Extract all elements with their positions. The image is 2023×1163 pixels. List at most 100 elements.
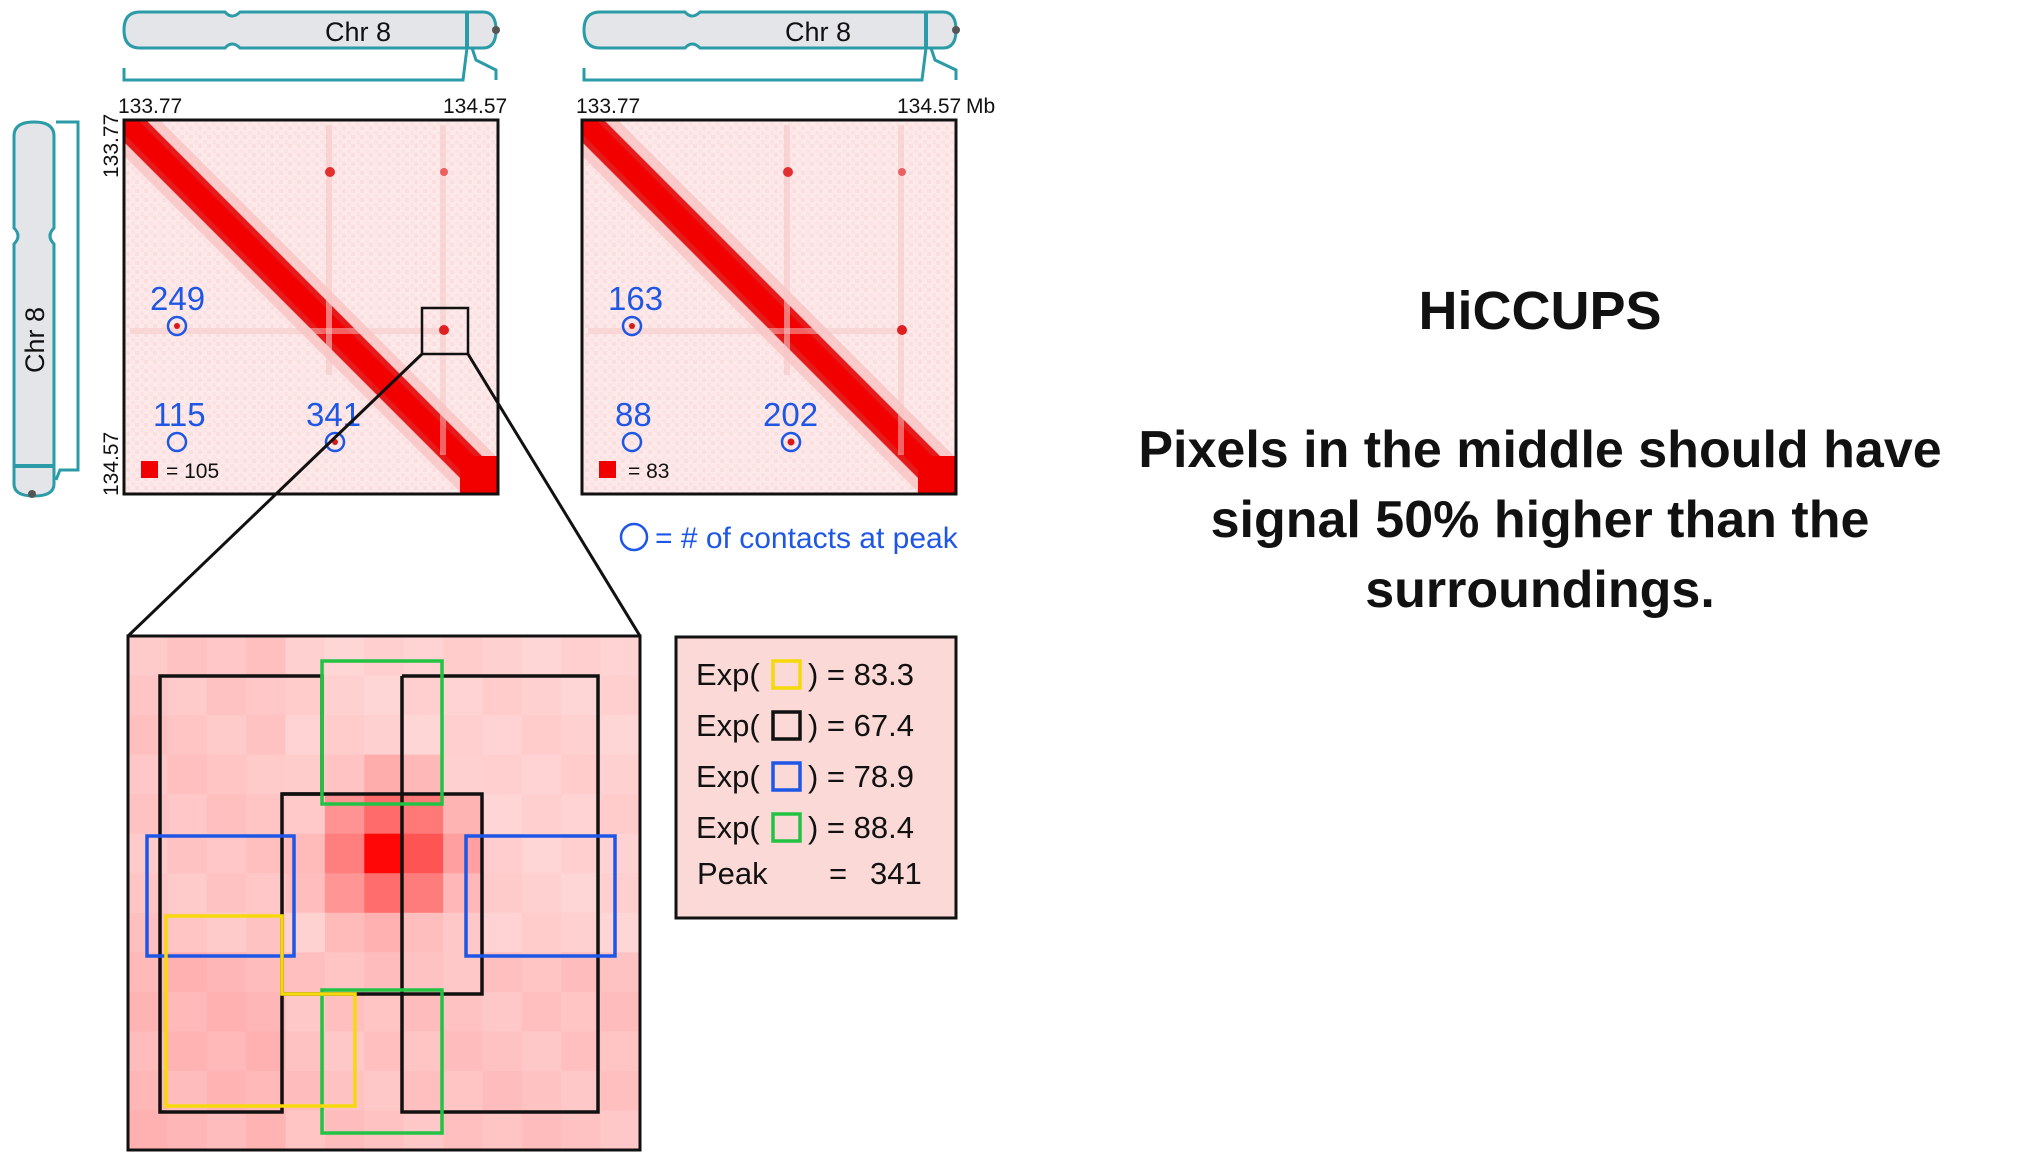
- zoom-cell: [482, 1110, 523, 1151]
- zoom-cell: [364, 715, 405, 756]
- right-peak-label-1: 163: [608, 280, 663, 317]
- zoom-cell: [206, 754, 247, 795]
- zoom-cell: [482, 715, 523, 756]
- circle-legend-text: = # of contacts at peak: [655, 522, 959, 555]
- left-contact-map: [122, 118, 500, 496]
- zoom-cell: [600, 675, 641, 716]
- zoom-cell: [403, 754, 444, 795]
- green-box-bottom: [320, 988, 444, 1135]
- zoom-cell: [167, 1070, 208, 1111]
- zoom-cell: [443, 675, 483, 716]
- legend-black-box: [771, 710, 802, 741]
- zoom-cell: [206, 1031, 247, 1072]
- zoom-cell: [600, 794, 641, 835]
- zoom-selection-box: [420, 306, 470, 356]
- zoom-cell: [167, 715, 208, 756]
- zoom-cell: [285, 675, 326, 716]
- zoom-cell: [364, 873, 405, 914]
- zoom-cell: [443, 833, 483, 874]
- zoom-cell: [521, 636, 562, 676]
- zoom-cell: [285, 1070, 326, 1111]
- zoom-cell: [324, 873, 365, 914]
- zoom-cell: [561, 675, 602, 716]
- zoom-cell: [285, 833, 326, 874]
- top-right-chromosome-label: Chr 8: [785, 17, 851, 47]
- zoom-cell: [521, 991, 562, 1032]
- zoom-cell: [246, 873, 287, 914]
- right-scale-value: = 83: [628, 460, 669, 483]
- right-contact-map: [580, 118, 958, 496]
- right-peak-circle-2: [621, 431, 643, 453]
- zoom-cell: [128, 1031, 168, 1072]
- zoom-cell: [561, 912, 602, 953]
- zoom-cell: [128, 675, 168, 716]
- zoom-cell: [521, 833, 562, 874]
- zoom-cell: [482, 912, 523, 953]
- left-peak-label-3: 341: [306, 396, 361, 433]
- zoom-cell: [403, 794, 444, 835]
- legend-peak-equals: =: [829, 856, 847, 891]
- zoom-cell: [364, 1031, 405, 1072]
- left-peak-circle-1: [166, 315, 188, 337]
- zoom-cell: [246, 991, 287, 1032]
- zoom-cell: [600, 912, 641, 953]
- zoom-cell: [364, 794, 405, 835]
- top-left-chromosome: Chr 8: [122, 10, 500, 82]
- zoom-cell: [600, 1031, 641, 1072]
- zoom-cell: [167, 754, 208, 795]
- blue-box-right: [464, 834, 617, 958]
- y-axis-start: 133.77: [100, 114, 123, 178]
- zoom-cell: [561, 833, 602, 874]
- green-box-top: [320, 659, 444, 806]
- zoom-cell: [482, 1031, 523, 1072]
- left-peak-label-2: 115: [153, 396, 206, 433]
- side-body-line-2: signal 50% higher than the: [1210, 491, 1870, 549]
- right-peak-circle-1: [621, 315, 643, 337]
- zoom-cell: [443, 873, 483, 914]
- legend-peak-value: 341: [870, 856, 922, 891]
- zoom-cell: [403, 912, 444, 953]
- zoom-connector-left: [126, 352, 424, 638]
- zoom-cell: [285, 636, 326, 676]
- legend-row-2-prefix: Exp(: [696, 708, 760, 743]
- zoom-cell: [128, 1110, 168, 1151]
- zoom-cell: [206, 1110, 247, 1151]
- zoom-cell: [246, 754, 287, 795]
- zoom-cell: [403, 1070, 444, 1111]
- zoom-cell: [167, 873, 208, 914]
- zoom-cell: [206, 912, 247, 953]
- zoom-cell: [324, 675, 365, 716]
- zoom-cell: [561, 1110, 602, 1151]
- left-map-x-end: 134.57: [443, 95, 507, 118]
- zoom-cell: [324, 1031, 365, 1072]
- top-right-chromosome: Chr 8: [582, 10, 960, 82]
- zoom-cell: [285, 794, 326, 835]
- zoomed-panel: [126, 634, 642, 1152]
- zoom-cell: [206, 794, 247, 835]
- zoom-cell: [167, 952, 208, 993]
- side-body-line-3: surroundings.: [1365, 561, 1715, 619]
- zoom-cell: [324, 912, 365, 953]
- zoom-cell: [364, 991, 405, 1032]
- zoom-cell: [167, 833, 208, 874]
- zoom-cell: [443, 1070, 483, 1111]
- right-peak-circle-3: [780, 431, 802, 453]
- legend-green-box: [771, 812, 802, 843]
- legend-peak-label: Peak: [697, 856, 768, 891]
- zoom-cell: [364, 833, 405, 874]
- zoom-cell: [521, 715, 562, 756]
- zoom-cell: [443, 1031, 483, 1072]
- zoom-cell: [600, 715, 641, 756]
- zoom-cell: [600, 873, 641, 914]
- zoom-cell: [482, 794, 523, 835]
- zoom-cell: [167, 991, 208, 1032]
- zoom-cell: [246, 636, 287, 676]
- zoom-cell: [561, 715, 602, 756]
- legend-row-4-prefix: Exp(: [696, 810, 760, 845]
- zoom-cell: [600, 636, 641, 676]
- y-axis-end: 134.57: [100, 432, 123, 496]
- zoom-cell: [600, 833, 641, 874]
- zoom-cell: [206, 833, 247, 874]
- zoom-cell: [324, 952, 365, 993]
- zoom-cell: [403, 991, 444, 1032]
